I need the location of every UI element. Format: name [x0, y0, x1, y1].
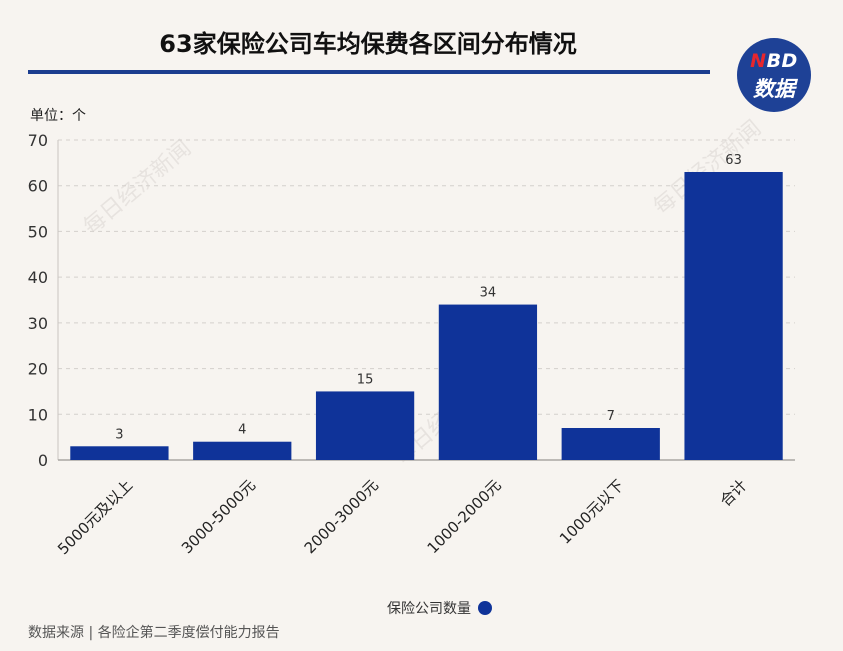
x-tick-label: 5000元及以上	[54, 476, 136, 558]
y-tick-label: 20	[28, 360, 48, 379]
legend-marker	[478, 601, 492, 615]
chart-title: 63家保险公司车均保费各区间分布情况	[159, 30, 577, 58]
y-tick-label: 70	[28, 131, 48, 150]
data-label: 3	[115, 427, 123, 442]
x-tick-label: 3000-5000元	[178, 476, 259, 557]
logo-letter-n: N	[750, 50, 767, 72]
data-label: 63	[725, 153, 742, 168]
bar	[684, 172, 783, 460]
y-tick-label: 10	[28, 405, 48, 424]
source-note: 数据来源 | 各险企第二季度偿付能力报告	[28, 625, 280, 641]
logo-letters-bd: BD	[766, 50, 798, 72]
data-label: 4	[238, 423, 246, 438]
y-tick-label: 50	[28, 222, 48, 241]
title-underline	[28, 70, 710, 74]
x-tick-label: 1000元以下	[556, 476, 628, 548]
logo-text: 数据	[753, 77, 795, 101]
y-tick-label: 0	[38, 451, 48, 470]
nbd-logo: NBD 数据	[737, 38, 811, 112]
x-tick-label: 1000-2000元	[424, 476, 505, 557]
y-tick-label: 30	[28, 314, 48, 333]
bar	[70, 446, 169, 460]
bar	[438, 304, 538, 460]
legend-label: 保险公司数量	[387, 601, 471, 617]
x-tick-label: 2000-3000元	[301, 476, 382, 557]
bar	[193, 441, 292, 460]
bar	[561, 428, 660, 460]
y-tick-label: 60	[28, 177, 48, 196]
bar	[315, 391, 415, 460]
data-label: 7	[607, 409, 615, 424]
data-label: 15	[357, 372, 374, 387]
x-tick-label: 合计	[716, 476, 750, 510]
unit-label: 单位：个	[30, 108, 86, 124]
data-label: 34	[480, 286, 497, 301]
y-tick-label: 40	[28, 268, 48, 287]
